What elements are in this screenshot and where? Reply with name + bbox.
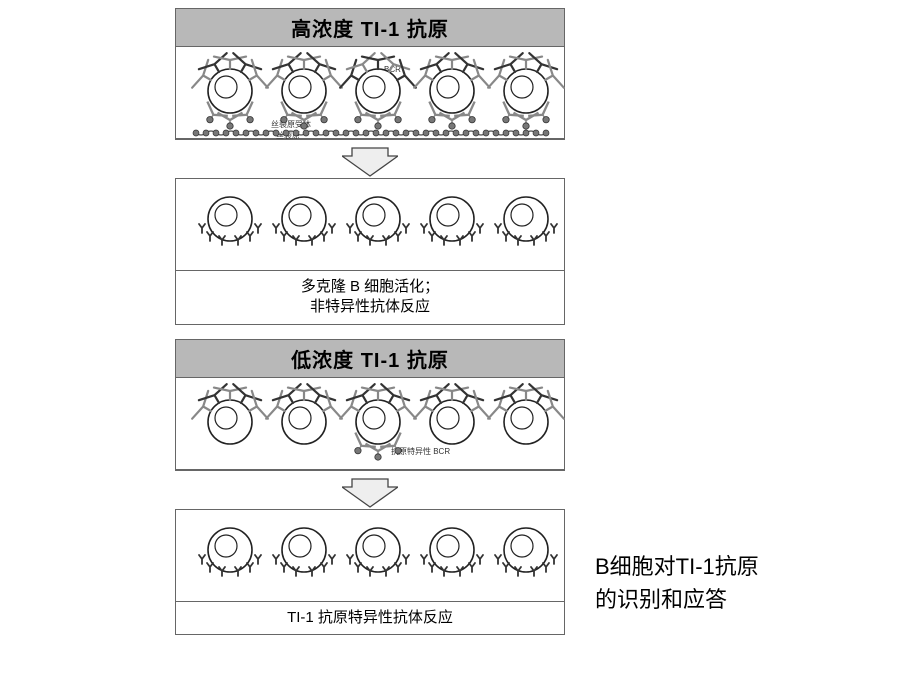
high-title: 高浓度 TI-1 抗原 [176, 9, 564, 47]
down-arrow-icon [342, 146, 398, 178]
b-cell-activated [426, 193, 478, 245]
b-cell-activated [278, 193, 330, 245]
b-cell [278, 396, 330, 448]
low-result-line1: TI-1 抗原特异性抗体反应 [176, 608, 564, 628]
side-caption: B细胞对TI-1抗原 的识别和应答 [595, 550, 759, 616]
high-bottom-panel [176, 179, 564, 271]
high-result-group: 多克隆 B 细胞活化； 非特异性抗体反应 [175, 178, 565, 325]
low-result-group: TI-1 抗原特异性抗体反应 [175, 509, 565, 635]
b-cell-activated [352, 193, 404, 245]
b-cell-activated [500, 524, 552, 576]
low-result-caption: TI-1 抗原特异性抗体反应 [176, 602, 564, 634]
diagram-column: 高浓度 TI-1 抗原 BCR 丝裂原受体 丝裂原 多克隆 B 细胞活化； 非特… [175, 8, 565, 643]
down-arrow-icon [342, 477, 398, 509]
b-cell [426, 65, 478, 117]
high-top-panel: BCR 丝裂原受体 丝裂原 [176, 47, 564, 139]
high-conc-group: 高浓度 TI-1 抗原 BCR 丝裂原受体 丝裂原 [175, 8, 565, 140]
b-cell-activated [278, 524, 330, 576]
high-result-caption: 多克隆 B 细胞活化； 非特异性抗体反应 [176, 271, 564, 324]
b-cell-activated [500, 193, 552, 245]
high-result-line2: 非特异性抗体反应 [176, 297, 564, 317]
b-cell [204, 65, 256, 117]
low-bottom-panel [176, 510, 564, 602]
side-caption-line2: 的识别和应答 [595, 583, 759, 616]
mitogen-label: 丝裂原 [276, 130, 300, 141]
side-caption-line1: B细胞对TI-1抗原 [595, 550, 759, 583]
low-title: 低浓度 TI-1 抗原 [176, 340, 564, 378]
low-top-panel: 抗原特异性 BCR [176, 378, 564, 470]
b-cell [204, 396, 256, 448]
low-arrow [175, 479, 565, 509]
b-cell-activated [352, 524, 404, 576]
b-cell [500, 396, 552, 448]
low-conc-group: 低浓度 TI-1 抗原 抗原特异性 BCR [175, 339, 565, 471]
b-cell-activated [426, 524, 478, 576]
high-result-line1: 多克隆 B 细胞活化； [176, 277, 564, 297]
b-cell [352, 65, 404, 117]
high-arrow [175, 148, 565, 178]
b-cell [500, 65, 552, 117]
b-cell-activated [204, 193, 256, 245]
b-cell [426, 396, 478, 448]
b-cell [352, 396, 404, 448]
b-cell [278, 65, 330, 117]
b-cell-activated [204, 524, 256, 576]
